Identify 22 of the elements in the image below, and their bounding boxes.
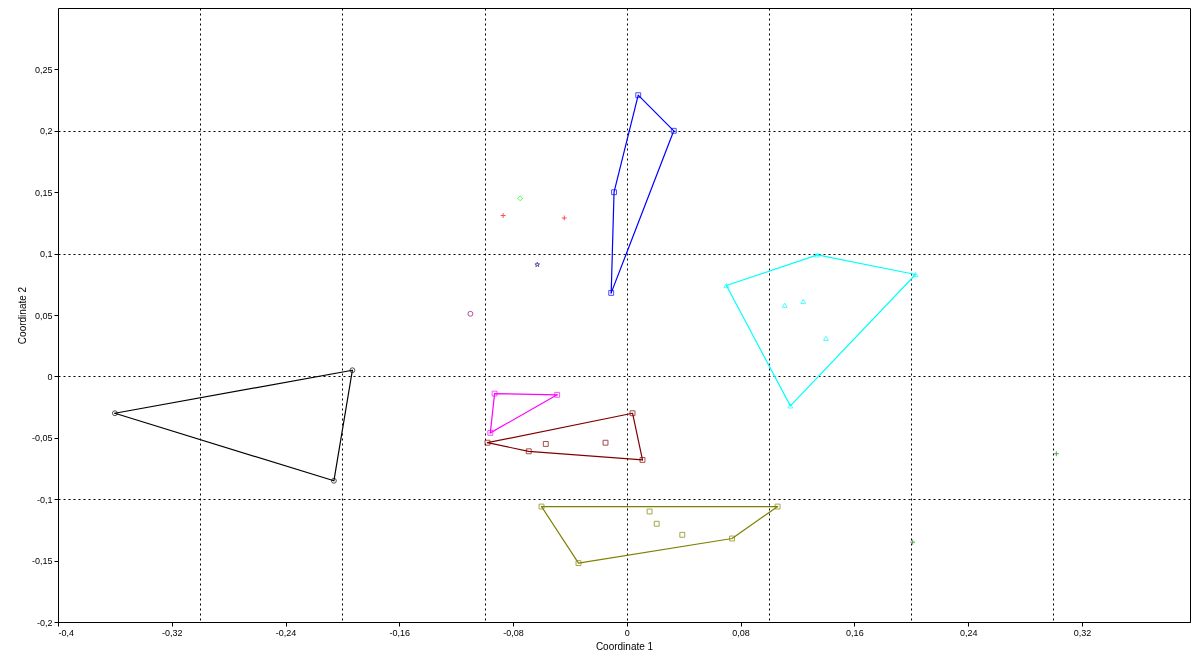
y-tick-label: 0 xyxy=(47,371,53,382)
y-tick-label: 0,05 xyxy=(34,310,53,321)
y-tick-label: 0,2 xyxy=(39,126,53,137)
x-tick-label: 0,08 xyxy=(732,627,750,638)
x-axis-title: Coordinate 1 xyxy=(595,640,654,652)
y-tick-label: -0,15 xyxy=(31,556,53,567)
y-tick-label: 0,25 xyxy=(34,64,53,75)
x-tick-label: 0,16 xyxy=(846,627,864,638)
x-tick-label: 0 xyxy=(624,627,630,638)
x-tick-label: -0,16 xyxy=(389,627,411,638)
y-tick-label: 0,15 xyxy=(34,187,53,198)
y-axis-title: Coordinate 2 xyxy=(16,286,28,345)
x-tick-label: -0,32 xyxy=(162,627,183,638)
x-tick-label: -0,24 xyxy=(275,627,297,638)
x-tick-label: -0,08 xyxy=(503,627,524,638)
x-tick-label: 0,32 xyxy=(1073,627,1092,638)
y-tick-label: 0,1 xyxy=(39,249,53,260)
y-tick-label: -0,1 xyxy=(36,494,53,505)
y-tick-label: -0,2 xyxy=(36,617,53,628)
x-tick-label: -0,4 xyxy=(58,627,75,638)
x-tick-label: 0,24 xyxy=(959,627,978,638)
y-tick-label: -0,05 xyxy=(31,433,53,444)
